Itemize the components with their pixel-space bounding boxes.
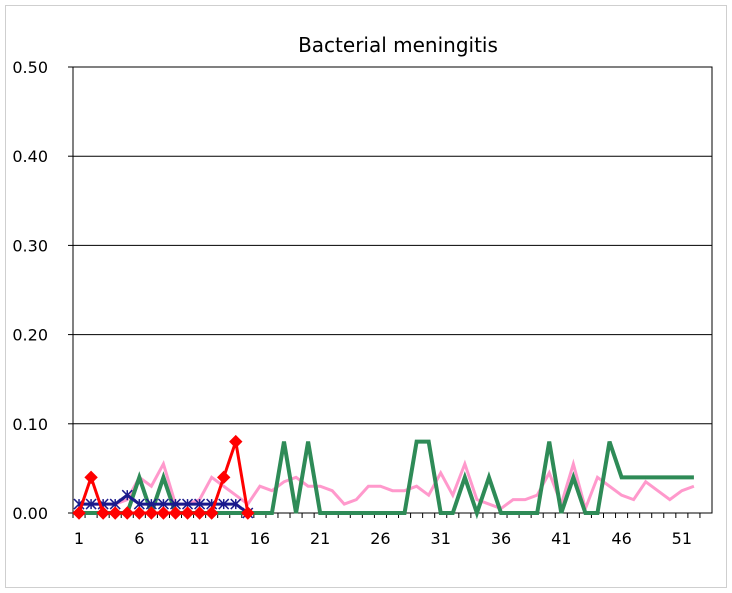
series-4-point (241, 506, 255, 520)
series-4-point (180, 506, 195, 520)
x-tick-label: 26 (370, 529, 390, 548)
series-group (72, 434, 695, 520)
series-4-point (96, 506, 110, 520)
x-tick-label: 51 (672, 529, 692, 548)
y-tick-label: 0.30 (12, 236, 48, 255)
x-tick-label: 36 (491, 529, 511, 548)
series-4-point (217, 470, 231, 485)
x-axis: 1 6 11 16 21 26 31 36 41 46 51 (72, 513, 701, 548)
series-4-point (144, 506, 159, 520)
chart-frame (5, 5, 727, 588)
y-tick-label: 0.20 (12, 326, 48, 345)
series-3-point (121, 489, 133, 501)
x-tick-label: 41 (551, 529, 571, 548)
series-4-point (229, 434, 243, 449)
series-4-point (192, 506, 207, 520)
y-axis: 0.00 0.10 0.20 0.30 0.40 0.50 (12, 58, 73, 523)
y-tick-label: 0.50 (12, 58, 48, 77)
grid-lines (73, 66, 712, 514)
x-tick-label: 46 (611, 529, 631, 548)
x-tick-label: 11 (189, 529, 209, 548)
x-tick-label: 16 (250, 529, 270, 548)
series-3-point (218, 498, 230, 510)
y-tick-label: 0.10 (12, 415, 48, 434)
plot-area (72, 66, 713, 514)
series-4-point (120, 506, 134, 520)
series-3-point (230, 498, 242, 510)
series-4-point (72, 506, 86, 520)
x-tick-label: 21 (310, 529, 330, 548)
x-tick-label: 6 (134, 529, 144, 548)
chart-title: Bacterial meningitis (298, 33, 498, 57)
series-4-point (108, 506, 122, 520)
y-tick-label: 0.40 (12, 147, 48, 166)
y-tick-label: 0.00 (12, 504, 48, 523)
x-tick-label: 31 (431, 529, 451, 548)
series-3-point (85, 498, 97, 510)
series-4-point (204, 506, 219, 520)
series-4-point (84, 470, 98, 485)
plot-border (72, 66, 713, 514)
x-tick-label: 1 (74, 529, 84, 548)
series-4-point (156, 506, 171, 520)
series-4-point (132, 506, 147, 520)
series-4-point (168, 506, 183, 520)
series-2-line (79, 439, 694, 520)
